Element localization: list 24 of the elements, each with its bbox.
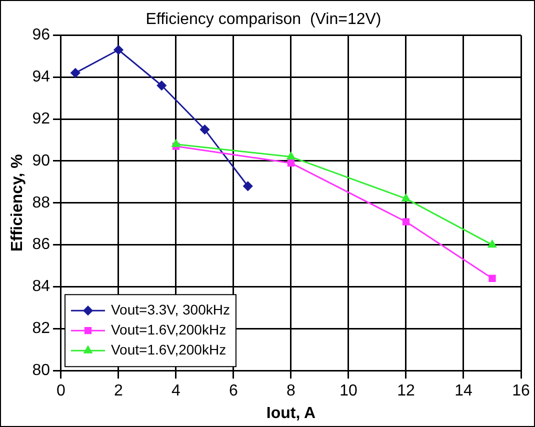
x-tick-label: 16 <box>512 382 530 400</box>
legend-label: Vout=1.6V,200kHz <box>110 321 226 338</box>
y-tick-label: 94 <box>32 68 50 86</box>
x-tick-label: 14 <box>454 382 472 400</box>
x-tick-label: 0 <box>56 382 66 400</box>
y-tick-label: 88 <box>32 194 50 212</box>
legend-label: Vout=3.3V, 300kHz <box>110 301 230 318</box>
y-tick-label: 84 <box>32 278 50 296</box>
x-tick-label: 10 <box>340 382 358 400</box>
legend-label: Vout=1.6V,200kHz <box>110 341 226 358</box>
x-tick-label: 4 <box>172 382 181 400</box>
y-tick-label: 90 <box>32 152 50 170</box>
y-tick-label: 82 <box>32 320 50 338</box>
x-tick-label: 12 <box>397 382 415 400</box>
x-axis-title: Iout, A <box>266 404 316 422</box>
chart-title: Efficiency comparison (Vin=12V) <box>146 11 382 28</box>
x-tick-label: 6 <box>229 382 238 400</box>
y-tick-label: 92 <box>32 110 50 128</box>
y-tick-label: 96 <box>32 26 50 44</box>
y-axis-title: Efficiency, % <box>9 154 26 252</box>
x-tick-label: 2 <box>114 382 124 400</box>
x-tick-label: 8 <box>286 382 296 400</box>
y-tick-label: 80 <box>32 362 50 380</box>
y-tick-label: 86 <box>32 236 50 254</box>
